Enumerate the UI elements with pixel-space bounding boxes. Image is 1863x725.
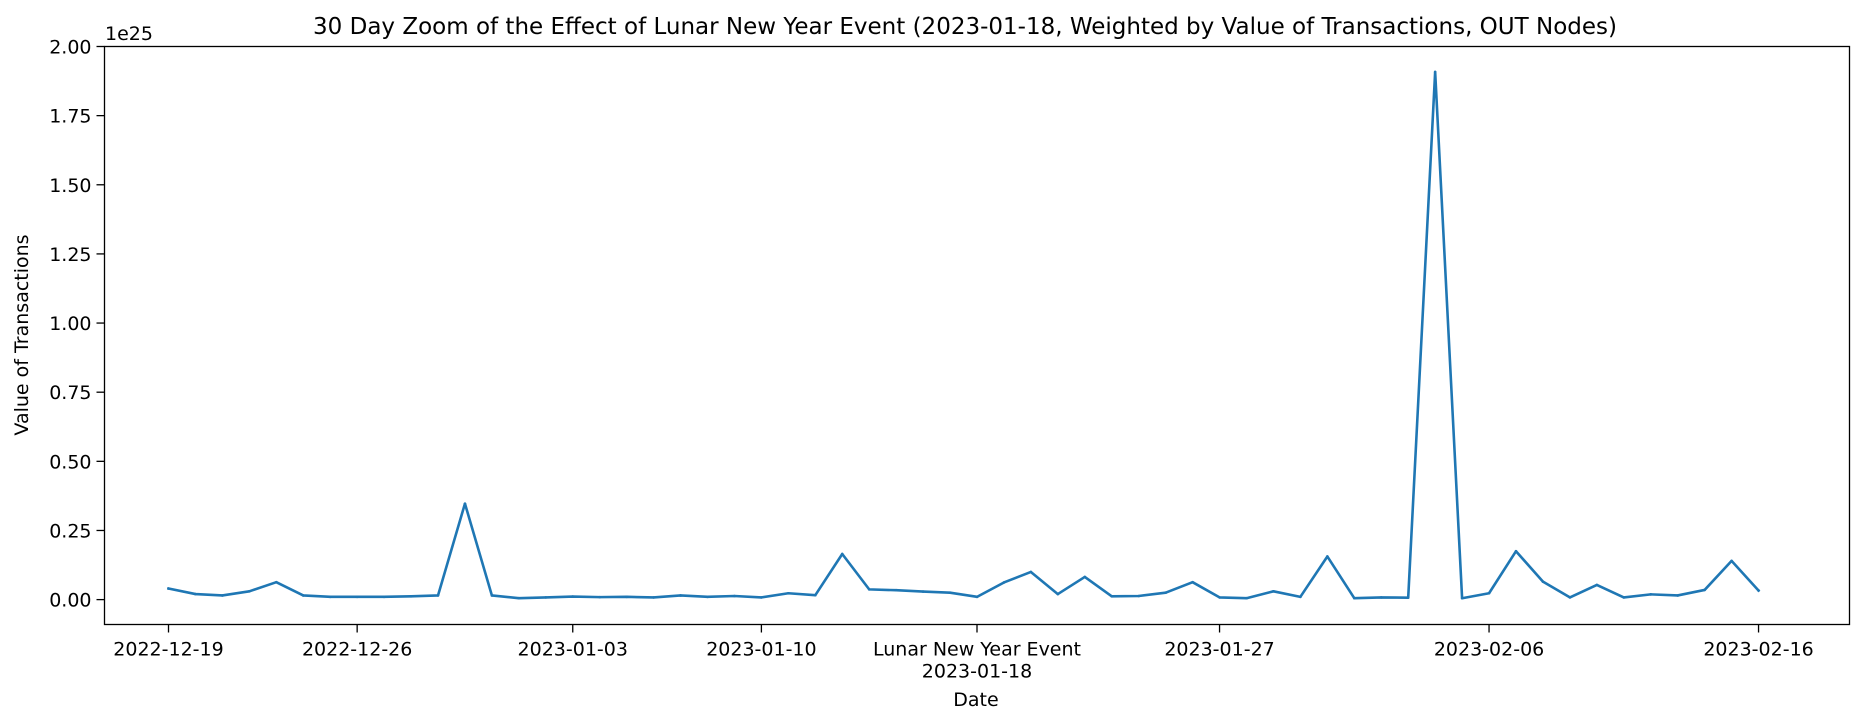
data-point [1029,570,1033,574]
series-line [166,70,1761,600]
data-point [1218,596,1221,599]
data-point [1649,593,1653,596]
y-tick-label: 1.25 [49,244,91,266]
data-point [733,594,736,598]
data-point [1595,583,1599,587]
x-axis-label: Date [953,689,998,711]
data-point [571,595,575,598]
data-point [328,595,332,599]
data-point [814,593,817,597]
data-point [1191,580,1194,584]
y-tick-label: 0.50 [49,451,91,473]
y-offset-text: 1e25 [105,23,153,45]
data-point [1164,591,1167,594]
plot-frame [103,45,1851,626]
data-point [894,588,898,592]
data-point [706,595,709,599]
data-point [221,594,224,597]
data-point [921,590,925,593]
chart-title: 30 Day Zoom of the Effect of Lunar New Y… [313,14,1617,40]
y-tick-label: 0.25 [49,520,91,542]
data-point [194,592,197,596]
series-layer [166,70,1761,600]
data-point [1353,596,1356,600]
x-axis-ticks: 2022-12-19 2022-12-26 2023-01-03 2023-01-10… [113,624,1814,683]
y-tick-label: 1.75 [49,106,91,128]
data-point [1272,590,1275,593]
data-point [1245,596,1248,600]
data-point [1541,580,1545,583]
data-point [1379,596,1383,599]
data-point [1757,589,1760,592]
data-point [355,595,359,599]
data-point [1110,594,1114,598]
data-point [1326,555,1329,558]
data-point [1568,596,1572,599]
data-point [544,596,548,599]
y-axis-label: Value of Transactions [11,234,33,435]
data-point [975,595,979,599]
data-point [1406,596,1410,599]
x-tick-label: 2023-01-27 [1164,639,1274,661]
data-point [1056,592,1060,596]
y-tick-label: 1.50 [49,175,91,197]
data-point [517,596,521,600]
data-point [1433,70,1437,74]
data-point [1676,594,1679,597]
data-point [1137,594,1140,598]
x-tick-label: 2022-12-19 [113,639,223,661]
data-point [948,591,952,594]
data-point [679,594,682,597]
data-point [1622,596,1626,599]
data-point [301,594,305,597]
data-point [867,588,871,591]
data-point [598,595,601,599]
data-point [652,596,655,599]
data-point [760,596,763,599]
data-point [463,502,467,505]
data-point [1002,581,1006,584]
x-tick-label: 2023-02-16 [1703,639,1813,661]
data-point [490,594,494,597]
data-point [275,580,278,584]
data-point [840,552,844,556]
x-tick-label: 2022-12-26 [302,639,412,661]
data-point [1730,559,1733,563]
data-point [409,594,413,598]
data-point [625,595,628,599]
y-tick-label: 0.75 [49,382,91,404]
data-point [436,594,440,597]
x-tick-label: 2023-01-10 [706,639,816,661]
data-point [167,587,170,590]
data-point [1487,591,1491,595]
x-tick-label: 2023-02-06 [1434,639,1544,661]
data-point [382,595,386,599]
data-point [1083,575,1087,579]
y-tick-label: 2.00 [49,37,91,59]
data-point [1703,588,1706,592]
data-point [787,591,790,595]
data-point [1514,549,1518,553]
y-axis-ticks: 0.00 0.25 0.50 0.75 1.00 1.25 1.50 1.75 2.00 [49,37,105,612]
data-point [1460,596,1464,600]
y-tick-label: 0.00 [49,590,91,612]
x-tick-label: 2023-01-03 [518,639,628,661]
data-point [1299,595,1302,599]
x-tick-label: Lunar New Year Event 2023-01-18 [873,639,1081,683]
y-tick-label: 1.00 [49,313,91,335]
data-point [248,590,251,593]
